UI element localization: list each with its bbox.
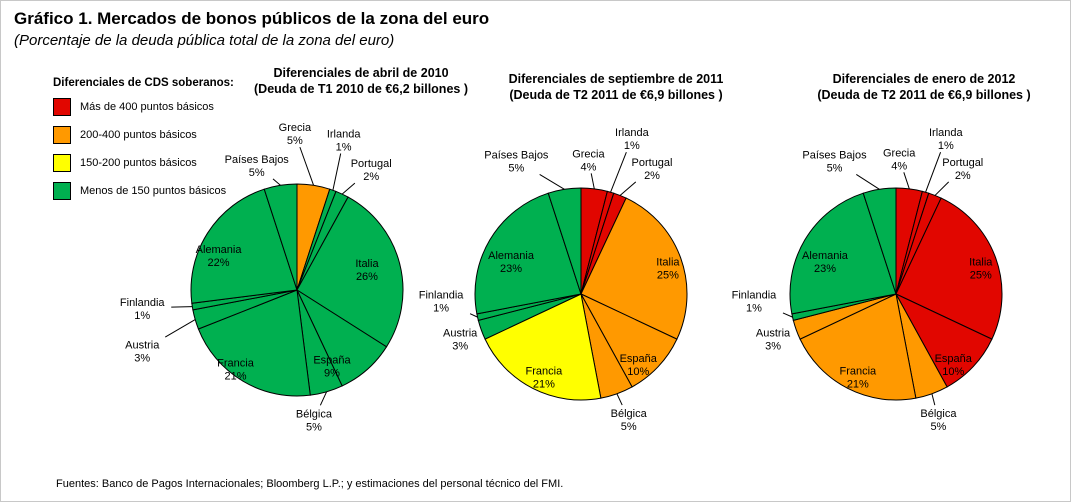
pie-slice-francia: [484, 293, 602, 401]
legend-swatch-red: [53, 98, 71, 116]
chart-title-line2: (Deuda de T2 2011 de €6,9 billones ): [509, 88, 723, 102]
cds-legend: Diferenciales de CDS soberanos: Más de 4…: [53, 77, 234, 210]
legend-label: 150-200 puntos básicos: [80, 157, 197, 169]
slice-label: Grecia 5%: [279, 122, 312, 147]
slice-label: Finlandia 1%: [732, 289, 778, 314]
slice-label: Austria 3%: [443, 328, 478, 353]
slice-label: Bélgica 5%: [296, 408, 333, 433]
chart-title-line2: (Deuda de T2 2011 de €6,9 billones ): [817, 88, 1031, 102]
leader-line: [931, 393, 936, 406]
pie-canvas-enero-2012: Grecia 4% Irlanda 1% Portugal 2% Italia 25% Espa…: [732, 127, 1003, 433]
slice-label: Irlanda 1%: [327, 128, 362, 153]
slice-label: Italia 25%: [656, 257, 680, 282]
slice-label: Finlandia 1%: [419, 289, 465, 314]
chart-title-septiembre-2011: Diferenciales de septiembre de 2011 (Deu…: [509, 71, 724, 103]
chart-title-abril-2010: Diferenciales de abril de 2010 (Deuda de…: [254, 65, 468, 97]
leader-line: [539, 174, 565, 190]
pie-slice-francia: [197, 289, 311, 397]
slice-label: Alemania 22%: [196, 244, 243, 269]
slice-label: Finlandia 1%: [120, 297, 166, 322]
legend-label: Menos de 150 puntos básicos: [80, 185, 227, 197]
legend-swatch-yellow: [53, 154, 71, 172]
leader-line: [610, 151, 627, 193]
figure-subtitle: (Porcentaje de la deuda pública total de…: [14, 32, 395, 49]
slice-label: España 10%: [935, 353, 973, 378]
legend-item-150-200: 150-200 puntos básicos: [53, 154, 234, 172]
pie-chart-enero-2012: Diferenciales de enero de 2012 (Deuda de…: [700, 59, 1070, 459]
slice-label: Alemania 23%: [802, 250, 849, 275]
source-note: Fuentes: Banco de Pagos Internacionales;…: [56, 478, 564, 490]
slice-label: Francia 21%: [217, 357, 255, 382]
leader-line: [469, 313, 478, 318]
legend-heading: Diferenciales de CDS soberanos:: [53, 77, 234, 89]
leader-line: [272, 178, 281, 186]
slice-label: Irlanda 1%: [929, 127, 964, 152]
leader-line: [856, 174, 880, 190]
pie-slice-francia: [799, 293, 917, 401]
slice-label: Portugal 2%: [632, 157, 673, 182]
pie-chart-septiembre-2011: Diferenciales de septiembre de 2011 (Deu…: [385, 59, 765, 459]
leader-line: [925, 152, 942, 193]
legend-swatch-green: [53, 182, 71, 200]
pie-slice-italia: [895, 197, 1003, 340]
slice-label: Bélgica 5%: [611, 408, 648, 433]
pie-slice-alemania: [474, 192, 582, 315]
legend-item-menos-150: Menos de 150 puntos básicos: [53, 182, 234, 200]
leader-line: [903, 172, 910, 189]
leader-line: [616, 393, 623, 406]
leader-line: [299, 146, 315, 186]
leader-line: [332, 153, 342, 191]
legend-item-mas-400: Más de 400 puntos básicos: [53, 98, 234, 116]
slice-label: Italia 25%: [969, 257, 993, 282]
slice-label: España 9%: [313, 354, 351, 379]
pie-chart-abril-2010: Diferenciales de abril de 2010 (Deuda de…: [101, 59, 481, 459]
slice-label: Bélgica 5%: [920, 408, 957, 433]
leader-line: [164, 319, 196, 338]
chart-title-line1: Diferenciales de septiembre de 2011: [508, 72, 724, 86]
leader-line: [341, 182, 356, 195]
slice-label: Países Bajos 5%: [802, 149, 867, 174]
leader-line: [319, 391, 328, 406]
slice-label: Grecia 4%: [572, 148, 605, 173]
figure-title: Gráfico 1. Mercados de bonos públicos de…: [14, 9, 490, 28]
slice-label: Países Bajos 5%: [225, 154, 290, 179]
slice-label: Portugal 2%: [351, 158, 392, 183]
pie-slice-alemania: [789, 192, 897, 315]
pie-slice-italia: [580, 197, 688, 340]
slice-label: Austria 3%: [125, 339, 160, 364]
leader-line: [619, 181, 637, 196]
chart-title-line2: (Deuda de T1 2010 de €6,2 billones ): [254, 82, 468, 96]
pie-slice-italia: [296, 196, 404, 348]
legend-label: Más de 400 puntos básicos: [80, 101, 214, 113]
slice-label: Alemania 23%: [488, 250, 535, 275]
slice-label: Portugal 2%: [942, 157, 983, 182]
leader-line: [782, 312, 793, 318]
leader-line: [171, 306, 193, 308]
slice-label: Francia 21%: [526, 366, 564, 391]
slice-label: Italia 26%: [355, 258, 379, 283]
legend-item-200-400: 200-400 puntos básicos: [53, 126, 234, 144]
slice-label: España 10%: [620, 353, 658, 378]
slice-label: Irlanda 1%: [615, 127, 650, 152]
chart-title-line1: Diferenciales de abril de 2010: [273, 66, 449, 80]
pie-canvas-septiembre-2011: Grecia 4% Irlanda 1% Portugal 2% Italia 25% Espa…: [419, 127, 688, 433]
slice-label: Francia 21%: [839, 366, 877, 391]
pie-canvas-abril-2010: Grecia 5% Irlanda 1% Portugal 2% Italia 26% Espa…: [120, 122, 404, 433]
legend-label: 200-400 puntos básicos: [80, 129, 197, 141]
leader-line: [934, 181, 950, 196]
legend-swatch-orange: [53, 126, 71, 144]
pie-slice-alemania: [190, 188, 298, 304]
slice-label: Países Bajos 5%: [484, 149, 549, 174]
leader-line: [590, 173, 595, 189]
slice-label: Grecia 4%: [883, 147, 916, 172]
slice-label: Austria 3%: [756, 328, 791, 353]
chart-title-line1: Diferenciales de enero de 2012: [832, 72, 1016, 86]
chart-title-enero-2012: Diferenciales de enero de 2012 (Deuda de…: [817, 71, 1030, 103]
